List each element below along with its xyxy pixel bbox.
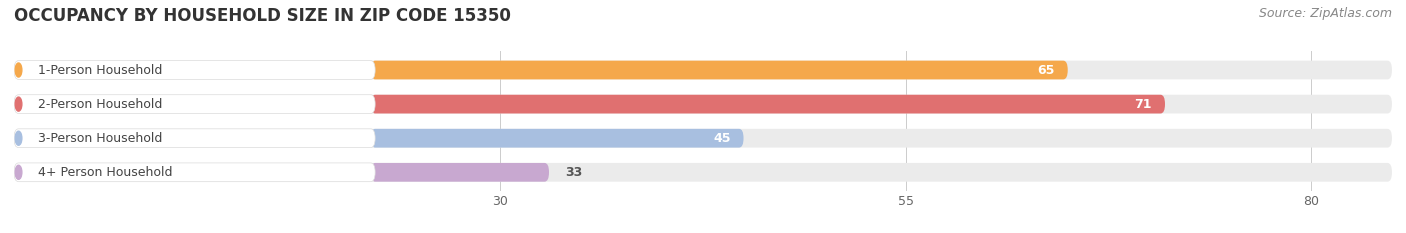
- FancyBboxPatch shape: [14, 61, 1392, 79]
- Circle shape: [15, 165, 22, 179]
- FancyBboxPatch shape: [371, 163, 548, 182]
- FancyBboxPatch shape: [371, 61, 1067, 79]
- FancyBboxPatch shape: [14, 129, 375, 147]
- Text: 2-Person Household: 2-Person Household: [38, 98, 162, 111]
- Text: 71: 71: [1135, 98, 1152, 111]
- Circle shape: [15, 97, 22, 111]
- FancyBboxPatch shape: [14, 129, 1392, 147]
- FancyBboxPatch shape: [371, 95, 1166, 113]
- FancyBboxPatch shape: [14, 61, 375, 79]
- Text: 3-Person Household: 3-Person Household: [38, 132, 162, 145]
- Text: 33: 33: [565, 166, 582, 179]
- Text: 4+ Person Household: 4+ Person Household: [38, 166, 173, 179]
- Text: 1-Person Household: 1-Person Household: [38, 64, 162, 76]
- FancyBboxPatch shape: [371, 129, 744, 147]
- Text: OCCUPANCY BY HOUSEHOLD SIZE IN ZIP CODE 15350: OCCUPANCY BY HOUSEHOLD SIZE IN ZIP CODE …: [14, 7, 510, 25]
- FancyBboxPatch shape: [14, 163, 1392, 182]
- FancyBboxPatch shape: [14, 95, 375, 113]
- Text: 65: 65: [1038, 64, 1054, 76]
- Circle shape: [15, 131, 22, 145]
- Circle shape: [15, 63, 22, 77]
- FancyBboxPatch shape: [14, 163, 375, 182]
- Text: 45: 45: [713, 132, 731, 145]
- Text: Source: ZipAtlas.com: Source: ZipAtlas.com: [1258, 7, 1392, 20]
- FancyBboxPatch shape: [14, 95, 1392, 113]
